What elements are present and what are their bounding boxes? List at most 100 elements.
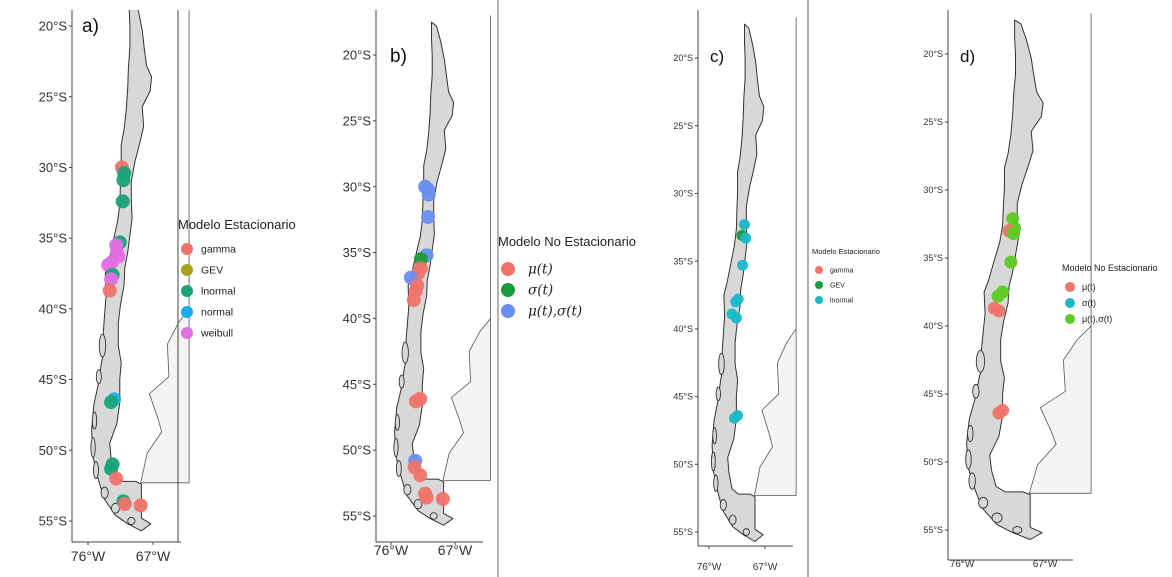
island <box>127 517 136 525</box>
lat-tick-label: 40°S <box>39 301 68 316</box>
legend-swatch <box>181 264 193 276</box>
island <box>393 437 399 458</box>
legend-title: Modelo Estacionario <box>178 217 296 232</box>
island <box>95 369 102 385</box>
station-point <box>730 296 742 308</box>
island <box>991 512 1003 523</box>
lon-tick-label: 67°W <box>136 548 171 564</box>
station-point <box>730 312 742 324</box>
legend-title: Modelo Estacionario <box>812 247 880 256</box>
map-panel-b: 20°S 25°S 30°S 35°S 40°S 45°S 50°S 55°S 76°W 67°W… <box>343 10 636 558</box>
map-panel-a: 20°S 25°S 30°S 35°S 40°S 45°S 50°S 55°S 76°W 67°W… <box>39 10 296 564</box>
lat-tick-label: 25°S <box>343 113 372 128</box>
lat-tick-label: 50°S <box>673 459 693 469</box>
island <box>978 496 989 509</box>
lat-tick-label: 50°S <box>923 457 943 467</box>
chile-landmass <box>91 10 153 532</box>
station-point <box>104 395 119 410</box>
lat-tick-label: 45°S <box>39 372 68 387</box>
legend-item-label: μ(t) <box>528 262 553 278</box>
legend-item-label: gamma <box>201 244 236 256</box>
island <box>401 341 409 364</box>
legend-item-label: weibull <box>200 328 233 340</box>
lat-tick-label: 25°S <box>673 121 693 131</box>
station-point <box>421 210 435 224</box>
island <box>429 512 438 520</box>
legend-item-label: gamma <box>830 267 853 274</box>
station-point <box>109 471 124 486</box>
island <box>713 474 719 492</box>
chile-landmass <box>711 23 765 542</box>
station-point <box>1007 227 1021 240</box>
island <box>395 460 402 477</box>
legend: Modelo No Estacionario μ(t) σ(t) μ(t),σ(t) <box>498 234 636 320</box>
legend-item-label: lnormal <box>830 297 853 304</box>
legend-swatch <box>181 327 193 339</box>
lat-tick-label: 30°S <box>923 185 943 195</box>
island <box>91 411 98 430</box>
station-point <box>992 406 1006 420</box>
lon-tick-label: 76°W <box>950 559 975 570</box>
chile-landmass <box>966 19 1044 540</box>
island <box>1012 526 1023 534</box>
lon-tick-label: 76°W <box>697 562 722 573</box>
legend-swatch <box>181 243 193 255</box>
station-point <box>419 490 434 505</box>
station-point <box>421 187 436 202</box>
station-point <box>406 293 421 307</box>
map-panel-c: 20°S 25°S 30°S 35°S 40°S 45°S 50°S 55°S 76°W 67°W… <box>673 10 880 573</box>
legend: Modelo Estacionario gamma GEV lnormal normal… <box>178 217 296 340</box>
lat-tick-label: 55°S <box>343 509 372 524</box>
legend-swatch <box>501 304 515 318</box>
legend-swatch <box>501 262 515 276</box>
lon-tick-label: 67°W <box>438 542 473 558</box>
lat-tick-label: 40°S <box>673 324 693 334</box>
panel-label: d) <box>960 47 975 66</box>
station-point <box>740 232 752 244</box>
island <box>967 424 974 443</box>
legend-item-label: σ(t) <box>1082 298 1096 308</box>
island <box>100 486 109 499</box>
station-point <box>408 394 423 409</box>
legend-item-label: lnormal <box>201 286 235 298</box>
legend-swatch <box>1065 298 1075 308</box>
island <box>394 414 400 431</box>
legend-swatch <box>815 266 823 274</box>
station-point <box>115 194 130 209</box>
neighbor-land <box>1028 13 1092 494</box>
legend-swatch <box>1065 314 1075 324</box>
island <box>711 451 716 472</box>
island <box>968 472 976 490</box>
island <box>90 437 96 458</box>
station-point <box>1004 255 1018 269</box>
neighbor-land <box>140 10 190 484</box>
station-point <box>992 304 1006 318</box>
lat-tick-label: 20°S <box>673 53 693 63</box>
legend-item-label: μ(t),σ(t) <box>1082 314 1112 324</box>
legend-item-label: μ(t) <box>1082 282 1096 292</box>
island <box>92 461 99 480</box>
island <box>398 374 405 389</box>
lat-tick-label: 20°S <box>923 49 943 59</box>
station-point <box>102 283 117 298</box>
lat-tick-label: 40°S <box>343 311 372 326</box>
lon-tick-label: 67°W <box>1033 559 1058 570</box>
lat-tick-label: 55°S <box>923 525 943 535</box>
legend: Modelo No Estacionario μ(t) σ(t) μ(t),σ(t) <box>1062 263 1158 324</box>
island <box>98 333 107 358</box>
panel-label: b) <box>390 46 407 67</box>
lon-tick-label: 76°W <box>374 542 409 558</box>
map-panel-d: 20°S 25°S 30°S 35°S 40°S 45°S 50°S 55°S 76°W 67°W… <box>923 10 1158 570</box>
legend-item-label: μ(t),σ(t) <box>528 304 582 320</box>
legend-item-label: GEV <box>201 265 223 277</box>
lon-tick-label: 76°W <box>71 548 106 564</box>
neighbor-land <box>442 15 491 481</box>
legend-item-label: normal <box>201 307 233 319</box>
station-point <box>116 173 131 188</box>
lat-tick-label: 50°S <box>343 443 372 458</box>
island <box>715 386 721 402</box>
lat-tick-label: 55°S <box>39 514 68 529</box>
legend-title: Modelo No Estacionario <box>1062 263 1158 273</box>
station-point <box>435 491 450 506</box>
